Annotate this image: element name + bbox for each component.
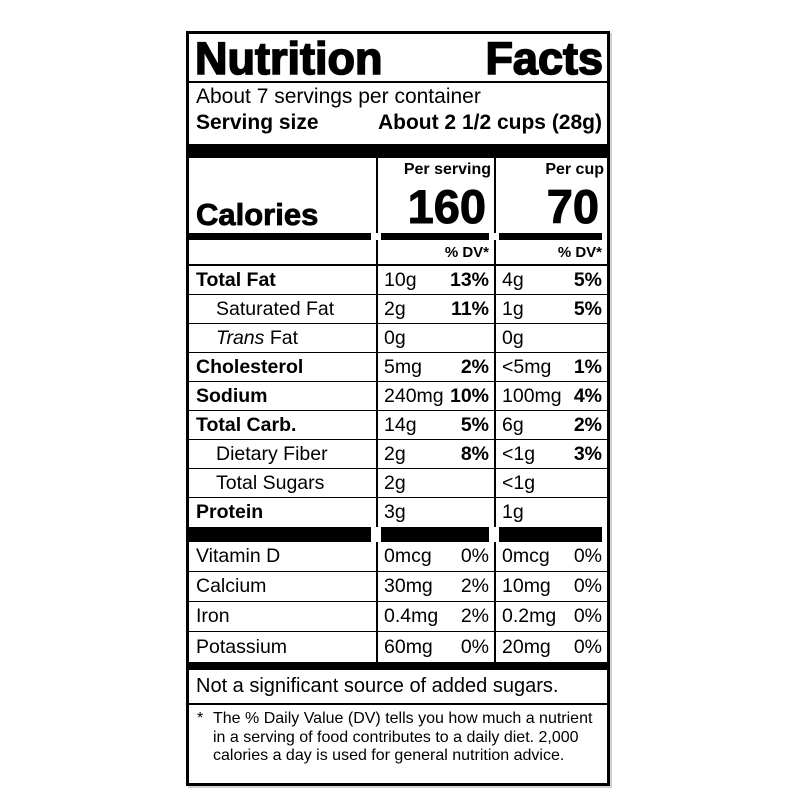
bar-segment [381, 527, 489, 542]
footer-divider [189, 703, 607, 705]
per-serving-header: Per serving [403, 161, 491, 178]
dv-header-per-cup: % DV* [494, 240, 607, 264]
serving-size-row: Serving size About 2 1/2 cups (28g) [189, 109, 607, 135]
servings-per-container: About 7 servings per container [196, 85, 481, 108]
nutrient-row-dietary-fiber: Dietary Fiber 2g 8% <1g 3% [189, 440, 607, 469]
label-title-word-2: Facts [485, 33, 604, 84]
calories-row: Calories Per serving 160 Per cup 70 [189, 158, 607, 234]
section-bar-bottom [189, 662, 607, 670]
calories-per-cup-cell: Per cup 70 [494, 158, 607, 234]
nutrient-row-total-sugars: Total Sugars 2g <1g [189, 469, 607, 498]
bar-segment [381, 233, 489, 240]
nutrient-row-cholesterol: Cholesterol 5mg 2% <5mg 1% [189, 353, 607, 382]
daily-value-header-row: % DV* % DV* [189, 240, 607, 266]
dv-header-per-serving: % DV* [376, 240, 494, 264]
bar-segment [499, 233, 602, 240]
bar-segment [499, 527, 602, 542]
nutrient-row-trans-fat: Trans Fat 0g 0g [189, 324, 607, 353]
title-divider [189, 81, 607, 83]
vitamin-row-calcium: Calcium 30mg 2% 10mg 0% [189, 572, 607, 602]
calories-underline-bars [189, 233, 607, 240]
serving-size-label: Serving size [196, 111, 319, 134]
per-cup-header: Per cup [545, 161, 604, 178]
nutrient-row-saturated-fat: Saturated Fat 2g 11% 1g 5% [189, 295, 607, 324]
section-bar-middle [189, 527, 607, 542]
nutrient-row-total-fat: Total Fat 10g 13% 4g 5% [189, 266, 607, 295]
calories-per-cup-value: 70 [546, 180, 599, 234]
daily-value-footnote: * The % Daily Value (DV) tells you how m… [189, 705, 607, 766]
calories-per-serving-cell: Per serving 160 [376, 158, 494, 234]
nutrient-row-sodium: Sodium 240mg 10% 100mg 4% [189, 382, 607, 411]
footnote-text: The % Daily Value (DV) tells you how muc… [213, 710, 593, 764]
calories-label: Calories [196, 197, 319, 232]
serving-size-value: About 2 1/2 cups (28g) [377, 111, 602, 134]
footnote-asterisk: * [197, 710, 204, 727]
nutrient-row-protein: Protein 3g 1g [189, 498, 607, 527]
label-title: Nutrition Facts [189, 33, 607, 84]
bar-segment [189, 233, 371, 240]
nutrition-facts-label: Nutrition Facts About 7 servings per con… [186, 31, 610, 786]
label-title-word-1: Nutrition [194, 33, 383, 84]
vitamin-row-potassium: Potassium 60mg 0% 20mg 0% [189, 632, 607, 662]
not-significant-note: Not a significant source of added sugars… [196, 675, 559, 697]
calories-name-cell: Calories [189, 158, 376, 233]
calories-per-serving-value: 160 [407, 180, 486, 234]
nutrient-row-total-carb: Total Carb. 14g 5% 6g 2% [189, 411, 607, 440]
vitamin-row-iron: Iron 0.4mg 2% 0.2mg 0% [189, 602, 607, 632]
bar-segment [189, 527, 371, 542]
vitamin-row-vitamin-d: Vitamin D 0mcg 0% 0mcg 0% [189, 542, 607, 572]
section-bar-top [189, 144, 607, 158]
